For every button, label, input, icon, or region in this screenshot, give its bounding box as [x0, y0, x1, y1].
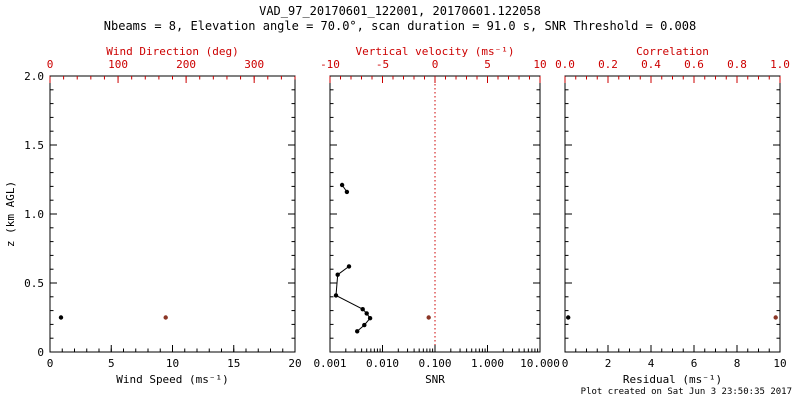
tick-label: 1.5: [24, 139, 44, 152]
axis-title: Correlation: [636, 45, 709, 58]
tick-label: 300: [244, 58, 264, 71]
axis-title: Residual (ms⁻¹): [623, 373, 722, 386]
data-point: [773, 315, 778, 320]
tick-label: 6: [691, 357, 698, 370]
tick-label: 20: [288, 357, 301, 370]
tick-label: 1.000: [471, 357, 504, 370]
panel-wind: 0 5 10 15 20 Wind Speed (ms⁻¹) 0 100 200 300 Wind …: [24, 45, 302, 386]
tick-label: 10: [773, 357, 786, 370]
panel-border: [49, 75, 296, 353]
tick-label: 10: [166, 357, 179, 370]
axis-title: Wind Direction (deg): [106, 45, 238, 58]
tick-label: 0.8: [727, 58, 747, 71]
tick-label: 5: [108, 357, 115, 370]
y-axis-title: z (km AGL): [4, 181, 17, 247]
tick-label: 0.2: [598, 58, 618, 71]
data-point: [58, 315, 64, 320]
series-wind-speed: [58, 315, 64, 320]
data-point: [367, 316, 373, 321]
series-vertical-velocity: [426, 315, 431, 320]
axis-title: SNR: [425, 373, 445, 386]
data-point: [360, 307, 365, 312]
tick-label: 4: [648, 357, 655, 370]
tick-label: 0.010: [366, 357, 399, 370]
tick-label: 15: [227, 357, 240, 370]
tick-label: 10.000: [520, 357, 560, 370]
series-snr-profile: [333, 182, 373, 334]
data-point: [355, 329, 360, 334]
panel-border: [564, 75, 781, 353]
tick-label: 8: [734, 357, 741, 370]
plot-subtitle: Nbeams = 8, Elevation angle = 70.0°, sca…: [104, 19, 696, 33]
tick-label: 2: [605, 357, 612, 370]
panel-residual: 0 2 4 6 8 10 Residual (ms⁻¹) 0.0 0.2 0.4 0.6 0.8 1.0…: [555, 45, 790, 386]
tick-label: 0.100: [418, 357, 451, 370]
tick-label: 0: [47, 357, 54, 370]
tick-label: 0.0: [555, 58, 575, 71]
tick-label: 2.0: [24, 70, 44, 83]
profile-line: [335, 265, 371, 332]
tick-label: 0.6: [684, 58, 704, 71]
data-point: [163, 315, 168, 320]
tick-label: 0.5: [24, 277, 44, 290]
tick-label: 0.001: [313, 357, 346, 370]
plot-title: VAD_97_20170601_122001, 20170601.122058: [259, 4, 541, 18]
plot-footer: Plot created on Sat Jun 3 23:50:35 2017: [581, 387, 792, 397]
data-point: [362, 322, 367, 328]
tick-label: 1.0: [770, 58, 790, 71]
series-residual: [566, 315, 571, 320]
tick-label: 0: [432, 58, 439, 71]
tick-label: 10: [533, 58, 546, 71]
tick-label: 0.4: [641, 58, 661, 71]
data-point: [335, 272, 340, 277]
data-point: [426, 315, 431, 320]
axis-title: Vertical velocity (ms⁻¹): [356, 45, 515, 58]
tick-label: 0: [47, 58, 54, 71]
axis-title: Wind Speed (ms⁻¹): [116, 373, 229, 386]
data-point: [339, 182, 345, 188]
tick-label: 0: [562, 357, 569, 370]
tick-label: -5: [376, 58, 389, 71]
tick-label: 0: [37, 346, 44, 359]
tick-label: -10: [320, 58, 340, 71]
tick-label: 200: [176, 58, 196, 71]
data-point: [333, 293, 339, 298]
tick-label: 5: [484, 58, 491, 71]
series-correlation: [773, 315, 778, 320]
data-point: [344, 189, 350, 195]
series-wind-direction: [163, 315, 168, 320]
data-point: [566, 315, 571, 320]
data-point: [364, 311, 369, 316]
tick-label: 1.0: [24, 208, 44, 221]
panel-snr: 0.001 0.010 0.100 1.000 10.000 SNR -10 -5 0 5 10 Ve…: [313, 45, 559, 386]
tick-label: 100: [108, 58, 128, 71]
data-point: [346, 264, 352, 269]
